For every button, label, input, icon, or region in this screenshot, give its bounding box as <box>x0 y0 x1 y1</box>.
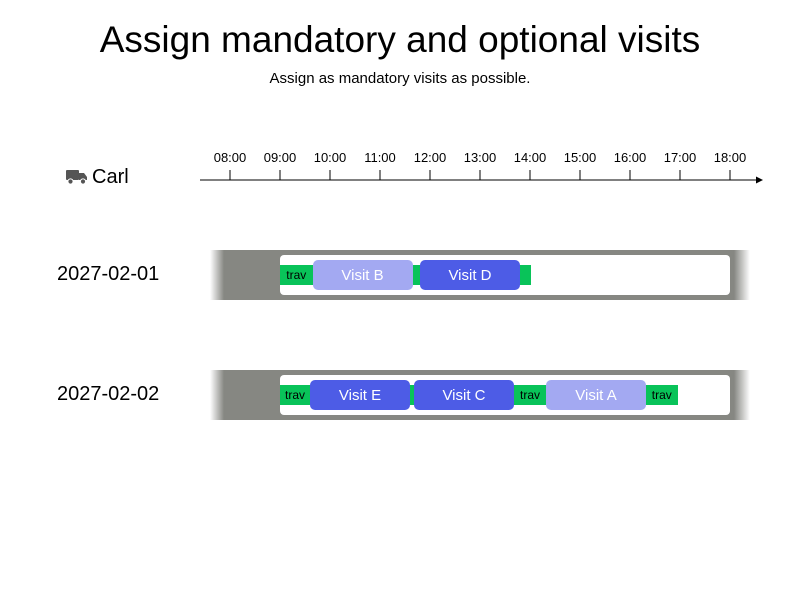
page-title: Assign mandatory and optional visits <box>99 19 701 60</box>
axis-tick-label: 16:00 <box>614 150 647 165</box>
travel-segment: trav <box>646 385 678 405</box>
resource-name: Carl <box>92 165 129 188</box>
axis-tick-label: 10:00 <box>314 150 347 165</box>
travel-segment <box>412 265 420 285</box>
axis-tick-label: 12:00 <box>414 150 447 165</box>
axis-tick-label: 09:00 <box>264 150 297 165</box>
page-subtitle: Assign as mandatory visits as possible. <box>269 70 531 87</box>
axis-tick-label: 13:00 <box>464 150 497 165</box>
travel-segment <box>520 265 531 285</box>
optional-visit-block[interactable]: Visit A <box>546 380 646 410</box>
day-date-label: 2027-02-01 <box>57 263 160 285</box>
day-date-label: 2027-02-02 <box>57 383 160 405</box>
axis-arrow-icon <box>756 176 763 184</box>
axis-tick-label: 18:00 <box>714 150 747 165</box>
optional-visit-block[interactable]: Visit B <box>312 260 413 290</box>
axis-tick-label: 15:00 <box>564 150 597 165</box>
mandatory-visit-block[interactable]: Visit C <box>414 380 514 410</box>
travel-segment <box>410 385 414 405</box>
axis-tick-label: 14:00 <box>514 150 547 165</box>
resource-row: Carl <box>66 164 129 190</box>
axis-tick-label: 11:00 <box>364 150 396 165</box>
travel-segment: trav <box>280 385 310 405</box>
travel-segment: trav <box>514 385 546 405</box>
day-lane: trav Visit B Visit D <box>210 250 750 300</box>
mandatory-visit-block[interactable]: Visit D <box>420 260 520 290</box>
axis-tick-label: 08:00 <box>214 150 247 165</box>
mandatory-visit-block[interactable]: Visit E <box>310 380 410 410</box>
axis-tick-label: 17:00 <box>664 150 697 165</box>
travel-segment: trav <box>280 265 313 285</box>
truck-icon <box>66 170 87 185</box>
